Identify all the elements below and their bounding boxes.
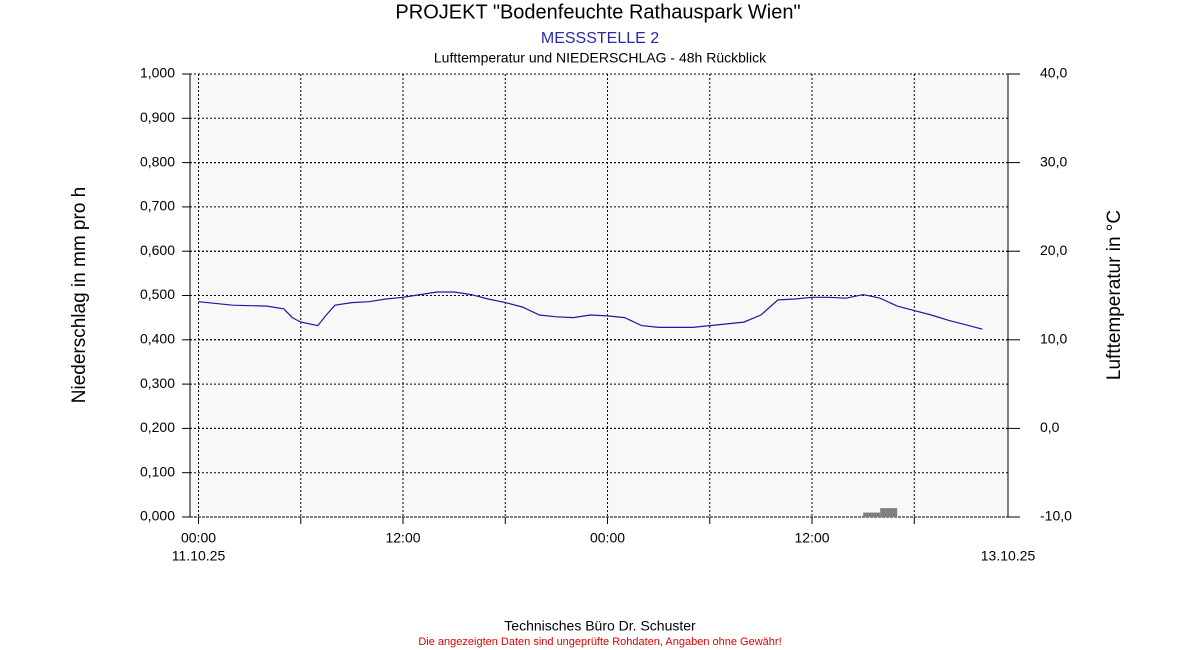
y-tick-label: 0,800	[140, 153, 175, 169]
y2-axis-label: Lufttemperatur in °C	[1104, 210, 1125, 380]
y2-tick-label: 0,0	[1040, 419, 1060, 435]
y-tick-label: 0,000	[140, 508, 175, 524]
y2-tick-label: 30,0	[1040, 153, 1067, 169]
x-tick-label: 00:00	[181, 530, 216, 546]
y-tick-label: 0,300	[140, 375, 175, 391]
bar	[880, 508, 898, 517]
temperature-line	[198, 291, 983, 330]
bar	[863, 512, 881, 517]
x-date-label: 11.10.25	[172, 548, 226, 564]
y-tick-label: 0,400	[140, 331, 175, 347]
x-tick-label: 12:00	[385, 530, 420, 546]
x-tick-label: 00:00	[590, 530, 625, 546]
y2-tick-label: 10,0	[1040, 331, 1067, 347]
y-tick-label: 1,000	[140, 65, 175, 81]
y-tick-label: 0,100	[140, 463, 175, 479]
y2-tick-label: 20,0	[1040, 242, 1067, 258]
y-tick-label: 0,500	[140, 286, 175, 302]
y2-tick-label: 40,0	[1040, 65, 1067, 81]
x-date-label: 13.10.25	[981, 548, 1036, 564]
y-tick-label: 0,200	[140, 419, 175, 435]
y-tick-label: 0,900	[140, 109, 175, 125]
chart-description: Lufttemperatur und NIEDERSCHLAG - 48h Rü…	[434, 50, 767, 66]
y-tick-label: 0,600	[140, 242, 175, 258]
x-tick-label: 12:00	[794, 530, 829, 546]
y-axis-label: Niederschlag in mm pro h	[69, 187, 90, 403]
chart-subtitle: MESSSTELLE 2	[541, 30, 659, 47]
y2-tick-label: -10,0	[1040, 508, 1072, 524]
chart-title: PROJEKT "Bodenfeuchte Rathauspark Wien"	[395, 1, 800, 23]
footer-disclaimer: Die angezeigten Daten sind ungeprüfte Ro…	[418, 636, 781, 648]
footer-company: Technisches Büro Dr. Schuster	[504, 618, 696, 634]
y-tick-label: 0,700	[140, 198, 175, 214]
